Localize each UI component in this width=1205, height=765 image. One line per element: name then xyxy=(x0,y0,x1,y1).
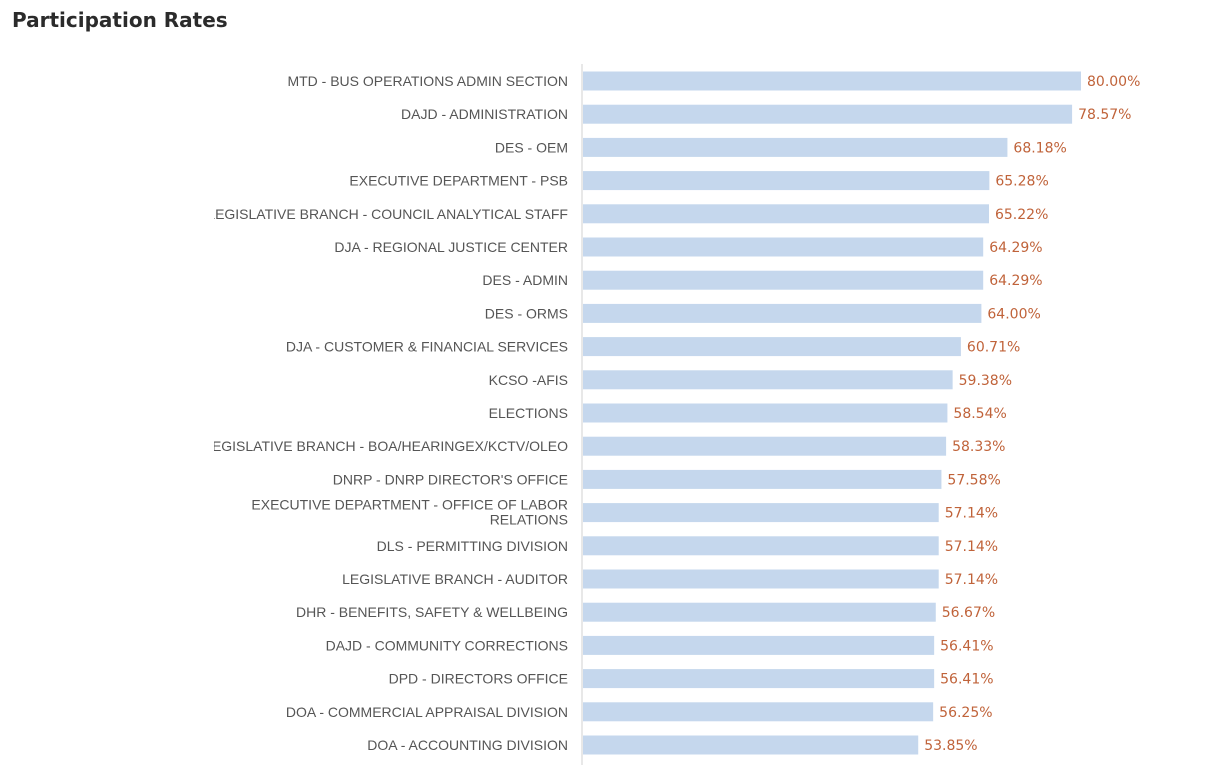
value-label: 58.33% xyxy=(952,439,1005,455)
category-labels: MTD - BUS OPERATIONS ADMIN SECTION DAJD -… xyxy=(204,73,568,753)
value-label: 53.85% xyxy=(924,738,977,754)
category-label: DHR - BENEFITS, SAFETY & WELLBEING xyxy=(296,604,568,620)
bar[interactable] xyxy=(583,71,1081,91)
category-label: DES - ADMIN xyxy=(482,272,568,288)
bar[interactable] xyxy=(583,370,953,390)
bar[interactable] xyxy=(583,403,948,423)
value-label: 60.71% xyxy=(967,340,1020,356)
chart-title: Participation Rates xyxy=(12,8,228,32)
bar[interactable] xyxy=(583,237,984,257)
bar[interactable] xyxy=(583,503,939,523)
bar[interactable] xyxy=(583,104,1073,124)
value-label: 56.67% xyxy=(942,605,995,621)
bar[interactable] xyxy=(583,436,947,456)
value-label: 57.58% xyxy=(947,472,1000,488)
bar[interactable] xyxy=(583,337,961,357)
value-label: 65.28% xyxy=(995,174,1048,190)
value-label: 57.14% xyxy=(945,539,998,555)
category-label: DPD - DIRECTORS OFFICE xyxy=(389,671,568,687)
value-label: 59.38% xyxy=(959,373,1012,389)
category-label: LEGISLATIVE BRANCH - BOA/HEARINGEX/KCTV/… xyxy=(204,438,568,454)
bar[interactable] xyxy=(583,469,942,489)
category-label: DOA - COMMERCIAL APPRAISAL DIVISION xyxy=(286,704,568,720)
bar[interactable] xyxy=(583,735,919,755)
value-label: 57.14% xyxy=(945,572,998,588)
value-label: 64.29% xyxy=(989,273,1042,289)
value-label: 65.22% xyxy=(995,207,1048,223)
category-label: DJA - CUSTOMER & FINANCIAL SERVICES xyxy=(286,339,568,355)
value-label: 64.29% xyxy=(989,240,1042,256)
value-label: 80.00% xyxy=(1087,74,1140,90)
bar[interactable] xyxy=(583,602,936,622)
value-label: 78.57% xyxy=(1078,107,1131,123)
bar[interactable] xyxy=(583,669,935,689)
value-label: 58.54% xyxy=(953,406,1006,422)
bar[interactable] xyxy=(583,270,984,290)
category-label: ELECTIONS xyxy=(489,405,568,421)
bar[interactable] xyxy=(583,536,939,556)
category-label: DLS - PERMITTING DIVISION xyxy=(377,538,568,554)
category-label: DES - ORMS xyxy=(485,305,568,321)
value-label: 56.41% xyxy=(940,638,993,654)
category-label: DAJD - ADMINISTRATION xyxy=(401,106,568,122)
bar[interactable] xyxy=(583,171,990,191)
value-label: 56.41% xyxy=(940,672,993,688)
category-label: EXECUTIVE DEPARTMENT - OFFICE OF LABOR RE… xyxy=(251,497,568,528)
bar[interactable] xyxy=(583,303,982,323)
category-label: DAJD - COMMUNITY CORRECTIONS xyxy=(326,637,568,653)
bar[interactable] xyxy=(583,569,939,589)
category-label: LEGISLATIVE BRANCH - AUDITOR xyxy=(342,571,568,587)
value-label: 57.14% xyxy=(945,506,998,522)
category-label: DOA - ACCOUNTING DIVISION xyxy=(367,737,568,753)
category-label: KCSO -AFIS xyxy=(489,372,568,388)
category-label: DJA - REGIONAL JUSTICE CENTER xyxy=(334,239,568,255)
value-label: 64.00% xyxy=(987,306,1040,322)
category-label: LEGISLATIVE BRANCH - COUNCIL ANALYTICAL … xyxy=(207,206,568,222)
category-label: MTD - BUS OPERATIONS ADMIN SECTION xyxy=(287,73,568,89)
bar[interactable] xyxy=(583,204,989,224)
category-label: EXECUTIVE DEPARTMENT - PSB xyxy=(349,173,568,189)
category-label: DES - OEM xyxy=(495,139,568,155)
value-label: 68.18% xyxy=(1013,140,1066,156)
bar[interactable] xyxy=(583,137,1008,157)
value-label: 56.25% xyxy=(939,705,992,721)
bar[interactable] xyxy=(583,635,935,655)
bar[interactable] xyxy=(583,702,934,722)
category-label: DNRP - DNRP DIRECTOR'S OFFICE xyxy=(333,471,568,487)
